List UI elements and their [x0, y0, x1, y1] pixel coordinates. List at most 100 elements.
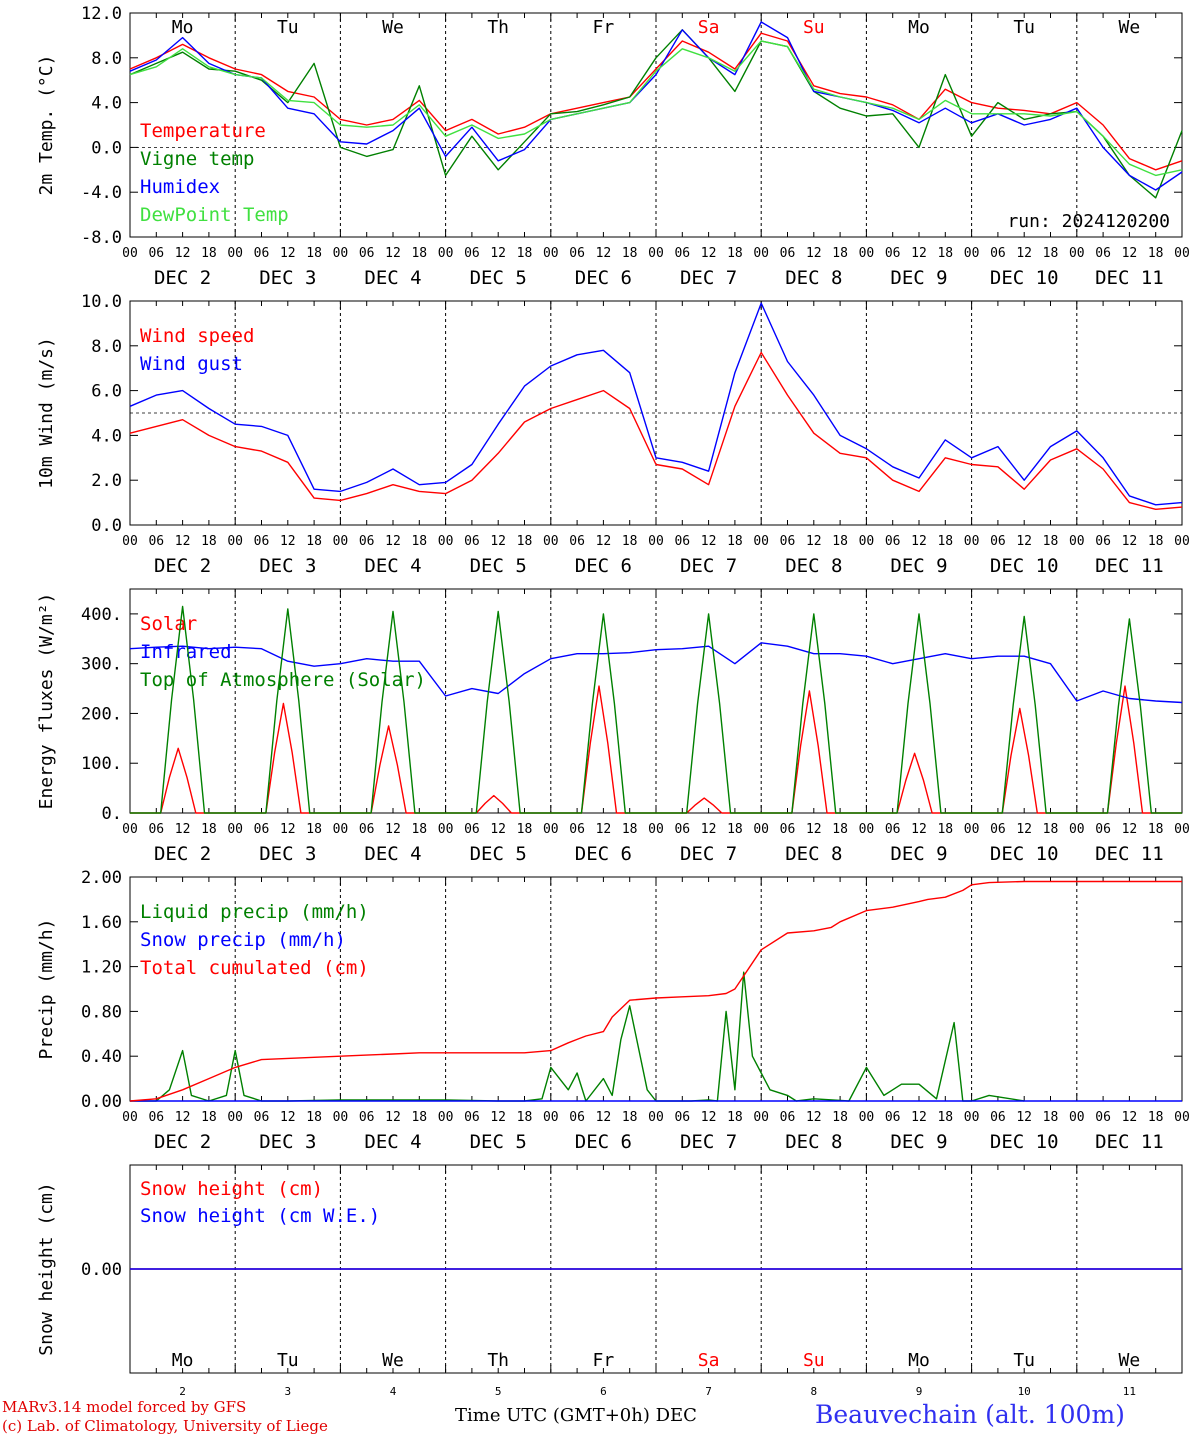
hour-label: 12	[385, 246, 401, 261]
hour-label: 18	[517, 246, 533, 261]
day-number: 6	[600, 1385, 607, 1398]
hour-label: 06	[780, 246, 796, 261]
hour-label: 12	[385, 534, 401, 549]
hour-label: 00	[648, 1110, 664, 1125]
hour-label: 00	[227, 534, 243, 549]
weekday-label: Tu	[277, 1350, 299, 1371]
hour-label: 18	[517, 822, 533, 837]
day-label: DEC 6	[575, 1131, 632, 1153]
day-label: DEC 3	[259, 267, 316, 289]
hour-label: 00	[859, 534, 875, 549]
hour-label: 06	[148, 246, 164, 261]
y-tick-label: -4.0	[81, 183, 122, 203]
hour-label: 06	[148, 822, 164, 837]
hour-label: 12	[701, 822, 717, 837]
weekday-label: Fr	[593, 17, 615, 38]
day-label: DEC 11	[1095, 267, 1164, 289]
hour-label: 06	[780, 534, 796, 549]
legend-entry: Temperature	[140, 120, 266, 142]
hour-label: 12	[806, 246, 822, 261]
hour-label: 00	[333, 1110, 349, 1125]
hour-label: 06	[359, 822, 375, 837]
legend-entry: DewPoint Temp	[140, 204, 289, 226]
hour-label: 18	[201, 822, 217, 837]
hour-label: 00	[543, 534, 559, 549]
hour-label: 06	[1095, 822, 1111, 837]
hour-label: 12	[490, 822, 506, 837]
hour-label: 18	[832, 822, 848, 837]
day-number: 9	[916, 1385, 923, 1398]
hour-label: 06	[464, 246, 480, 261]
hour-label: 18	[832, 534, 848, 549]
legend-entry: Snow precip (mm/h)	[140, 929, 346, 951]
hour-label: 18	[1148, 246, 1164, 261]
series-line	[130, 605, 1182, 814]
day-label: DEC 8	[785, 555, 842, 577]
day-label: DEC 4	[364, 555, 421, 577]
hour-label: 18	[937, 1110, 953, 1125]
series-line	[129, 40, 1183, 177]
day-label: DEC 10	[990, 555, 1059, 577]
hour-label: 18	[1043, 1110, 1059, 1125]
y-axis-label: 10m Wind (m/s)	[36, 337, 57, 489]
hour-label: 12	[175, 822, 191, 837]
day-number: 2	[179, 1385, 186, 1398]
day-label: DEC 7	[680, 1131, 737, 1153]
hour-label: 06	[780, 1110, 796, 1125]
hour-label: 12	[701, 246, 717, 261]
weekday-label: Mo	[908, 17, 930, 38]
hour-label: 12	[280, 822, 296, 837]
hour-label: 12	[596, 1110, 612, 1125]
day-label: DEC 5	[470, 1131, 527, 1153]
hour-label: 18	[201, 1110, 217, 1125]
day-label: DEC 6	[575, 555, 632, 577]
hour-label: 00	[648, 246, 664, 261]
hour-label: 12	[1016, 534, 1032, 549]
series-line	[129, 642, 1183, 704]
hour-label: 06	[148, 1110, 164, 1125]
hour-label: 00	[859, 246, 875, 261]
day-label: DEC 6	[575, 843, 632, 865]
hour-label: 00	[1069, 246, 1085, 261]
hour-label: 06	[254, 246, 270, 261]
y-tick-label: 400.	[81, 605, 122, 625]
hour-label: 06	[885, 822, 901, 837]
hour-label: 00	[753, 246, 769, 261]
y-tick-label: 300.	[81, 655, 122, 675]
day-label: DEC 9	[890, 267, 947, 289]
hour-label: 12	[596, 822, 612, 837]
y-tick-label: 1.60	[81, 913, 122, 933]
day-label: DEC 3	[259, 843, 316, 865]
legend-entry: Solar	[140, 613, 197, 635]
hour-label: 06	[674, 534, 690, 549]
hour-label: 06	[780, 822, 796, 837]
hour-label: 18	[517, 1110, 533, 1125]
y-tick-label: -8.0	[81, 228, 122, 248]
legend-entry: Humidex	[140, 176, 220, 198]
hour-label: 06	[1095, 1110, 1111, 1125]
hour-label: 18	[727, 822, 743, 837]
weekday-label: Fr	[593, 1350, 615, 1371]
y-axis-label: 2m Temp. (°C)	[36, 55, 57, 196]
hour-label: 00	[543, 822, 559, 837]
y-axis-label: Snow height (cm)	[36, 1182, 57, 1355]
hour-label: 18	[832, 1110, 848, 1125]
hour-label: 18	[937, 534, 953, 549]
series-line	[129, 351, 1183, 510]
y-tick-label: 8.0	[91, 337, 122, 357]
hour-label: 18	[411, 822, 427, 837]
y-tick-label: 6.0	[91, 382, 122, 402]
day-label: DEC 2	[154, 267, 211, 289]
time-axis-title: Time UTC (GMT+0h) DEC	[455, 1405, 697, 1426]
hour-label: 12	[1122, 822, 1138, 837]
day-label: DEC 8	[785, 843, 842, 865]
day-label: DEC 5	[470, 555, 527, 577]
day-number: 7	[705, 1385, 712, 1398]
hour-label: 18	[411, 1110, 427, 1125]
weekday-label: Tu	[1013, 1350, 1035, 1371]
day-label: DEC 10	[990, 267, 1059, 289]
hour-label: 00	[543, 246, 559, 261]
hour-label: 12	[1122, 534, 1138, 549]
weekday-label: Tu	[277, 17, 299, 38]
